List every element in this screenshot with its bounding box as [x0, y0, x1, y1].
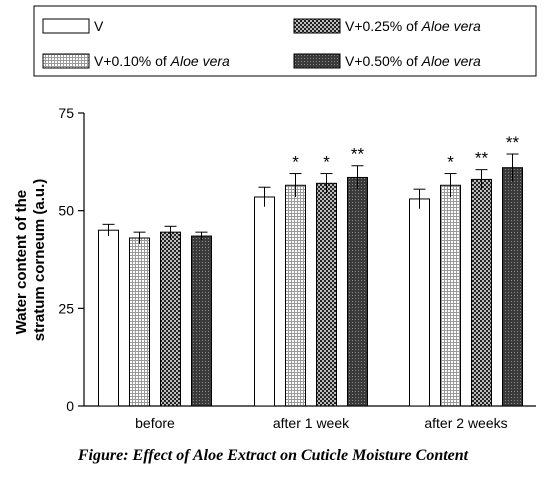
bar — [471, 178, 492, 407]
legend-label-0: V — [94, 18, 104, 34]
bars: * * ** * **** — [98, 133, 523, 407]
legend-box — [33, 5, 537, 77]
significance-marker: * — [323, 153, 330, 172]
y-tick-label: 25 — [58, 300, 74, 316]
significance-marker: ** — [506, 133, 520, 152]
legend-item-3: V+0.50% of Aloe vera — [293, 53, 481, 69]
bar — [191, 235, 212, 407]
bar — [160, 231, 181, 407]
legend: V V+0.10% of Aloe vera V+0.25% of Aloe v… — [42, 18, 481, 69]
legend-item-0: V — [42, 18, 104, 34]
significance-marker: * — [447, 153, 454, 172]
figure-caption: Figure: Effect of Aloe Extract on Cuticl… — [77, 447, 469, 464]
significance-marker: * — [292, 153, 299, 172]
bar — [502, 167, 523, 407]
bar-chart: V V+0.10% of Aloe vera V+0.25% of Aloe v… — [13, 5, 537, 431]
y-axis-title-line-1: Water content of the — [13, 190, 30, 334]
bar — [254, 196, 275, 407]
y-axis-title-line-2: stratum corneum (a.u.) — [31, 179, 48, 342]
legend-item-1: V+0.10% of Aloe vera — [42, 53, 230, 69]
legend-swatch-3 — [293, 53, 341, 69]
y-tick-label: 75 — [58, 105, 74, 121]
legend-label-2: V+0.25% of Aloe vera — [345, 18, 481, 34]
y-tick-label: 0 — [66, 398, 74, 414]
significance-marker: ** — [475, 149, 489, 168]
bar — [285, 184, 306, 407]
x-tick-label: after 1 week — [273, 415, 350, 431]
y-ticks: 0 25 50 75 — [58, 105, 84, 414]
legend-label-3: V+0.50% of Aloe vera — [345, 53, 481, 69]
y-axis-title: Water content of the stratum corneum (a.… — [13, 179, 48, 342]
legend-swatch-0 — [42, 18, 90, 34]
bar — [129, 237, 150, 407]
x-tick-label: after 2 weeks — [424, 415, 507, 431]
legend-label-1: V+0.10% of Aloe vera — [94, 53, 230, 69]
significance-marker: ** — [351, 145, 365, 164]
bar — [409, 198, 430, 407]
x-tick-label: before — [135, 415, 175, 431]
x-ticks: before after 1 week after 2 weeks — [135, 415, 507, 431]
y-tick-label: 50 — [58, 203, 74, 219]
bar — [440, 184, 461, 407]
legend-swatch-1 — [42, 53, 90, 69]
bar — [347, 176, 368, 407]
legend-item-2: V+0.25% of Aloe vera — [293, 18, 481, 34]
bar — [98, 229, 119, 407]
bar — [316, 182, 337, 407]
legend-swatch-2 — [293, 18, 341, 34]
